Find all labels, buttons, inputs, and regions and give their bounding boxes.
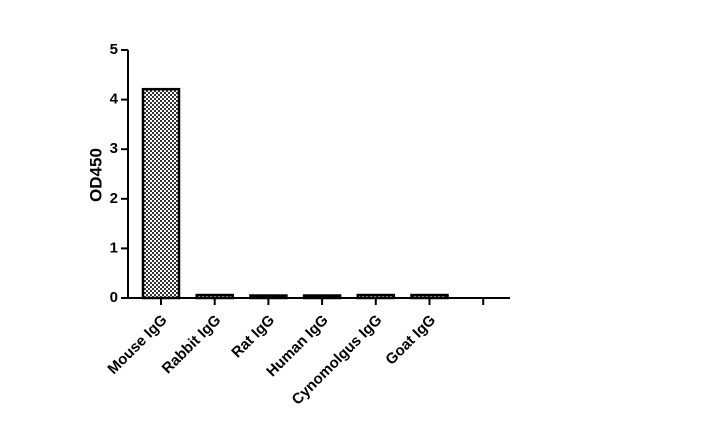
y-tick-label: 1 xyxy=(110,239,118,256)
y-tick-label: 2 xyxy=(110,190,118,207)
bar xyxy=(249,294,288,300)
x-tick-label: Cynomolgus IgG xyxy=(289,312,386,409)
y-tick-label: 4 xyxy=(110,91,119,108)
bar xyxy=(410,293,449,300)
bar xyxy=(356,293,396,300)
bar xyxy=(195,293,234,300)
x-tick-label: Rabbit IgG xyxy=(159,312,225,378)
bar xyxy=(141,87,181,300)
y-tick-label: 3 xyxy=(110,140,118,157)
x-tick-label: Goat IgG xyxy=(382,312,439,369)
y-tick-label: 5 xyxy=(110,41,118,58)
bar xyxy=(302,294,342,300)
y-axis-label: OD450 xyxy=(86,148,105,202)
y-tick-label: 0 xyxy=(110,289,118,306)
x-tick-label: Rat IgG xyxy=(228,312,278,362)
